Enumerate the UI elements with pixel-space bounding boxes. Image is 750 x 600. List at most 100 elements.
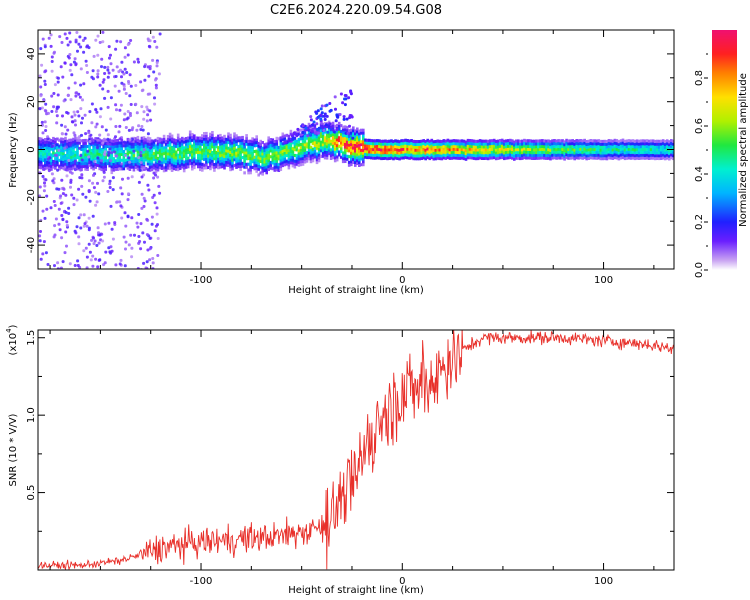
heatmap-cell — [515, 151, 518, 155]
heatmap-cell — [517, 153, 520, 157]
heatmap-cell — [519, 151, 522, 155]
heatmap-cell — [615, 156, 619, 160]
heatmap-cell — [223, 134, 226, 138]
heatmap-speckle — [90, 121, 94, 125]
heatmap-speckle — [326, 130, 330, 134]
heatmap-cell — [96, 158, 99, 162]
heatmap-cell — [452, 142, 456, 146]
heatmap-cell — [633, 151, 637, 155]
heatmap-speckle — [117, 167, 121, 171]
heatmap-cell — [62, 155, 65, 159]
heatmap-speckle — [342, 117, 346, 121]
heatmap-cell — [142, 139, 146, 143]
heatmap-cell — [203, 166, 206, 170]
heatmap-speckle — [88, 250, 92, 254]
heatmap-cell — [547, 156, 550, 160]
heatmap-cell — [412, 139, 415, 143]
heatmap-cell — [430, 156, 434, 160]
heatmap-cell — [553, 141, 556, 145]
heatmap-cell — [241, 156, 244, 160]
heatmap-cell — [162, 146, 166, 150]
heatmap-cell — [319, 132, 323, 136]
heatmap-cell — [122, 158, 126, 162]
heatmap-speckle — [328, 122, 332, 126]
heatmap-cell — [245, 154, 248, 158]
heatmap-cell — [500, 138, 504, 142]
heatmap-cell — [426, 153, 429, 157]
heatmap-cell — [142, 156, 146, 160]
heatmap-cell — [545, 153, 548, 157]
heatmap-cell — [442, 150, 446, 154]
heatmap-speckle — [316, 115, 320, 119]
heatmap-cell — [641, 147, 645, 151]
heatmap-cell — [209, 138, 212, 142]
heatmap-cell — [551, 156, 554, 160]
heatmap-cell — [488, 147, 492, 151]
heatmap-cell — [275, 151, 279, 155]
heatmap-speckle — [96, 138, 100, 142]
heatmap-cell — [237, 153, 240, 157]
heatmap-cell — [360, 154, 363, 158]
heatmap-cell — [168, 144, 172, 148]
heatmap-speckle — [327, 124, 331, 128]
heatmap-cell — [305, 159, 309, 163]
heatmap-speckle — [76, 264, 80, 267]
heatmap-cell — [251, 157, 254, 161]
heatmap-cell — [110, 142, 114, 146]
heatmap-cell — [271, 147, 275, 151]
heatmap-speckle — [63, 125, 67, 129]
heatmap-cell — [637, 154, 641, 158]
heatmap-cell — [486, 148, 490, 152]
heatmap-speckle — [46, 157, 50, 161]
heatmap-cell — [519, 145, 522, 149]
heatmap-cell — [416, 140, 419, 144]
heatmap-cell — [583, 141, 586, 145]
heatmap-speckle — [142, 148, 146, 152]
heatmap-cell — [90, 151, 93, 155]
heatmap-cell — [225, 160, 228, 164]
heatmap-cell — [197, 162, 200, 166]
heatmap-cell — [668, 151, 671, 155]
heatmap-cell — [174, 139, 178, 143]
heatmap-cell — [496, 148, 500, 152]
heatmap-cell — [164, 148, 168, 152]
heatmap-cell — [168, 147, 172, 151]
heatmap-cell — [108, 141, 111, 145]
heatmap-speckle — [59, 266, 63, 269]
heatmap-cell — [668, 154, 671, 158]
heatmap-cell — [418, 148, 421, 152]
heatmap-speckle — [351, 136, 355, 140]
heatmap-cell — [454, 150, 458, 154]
heatmap-cell — [553, 156, 556, 160]
heatmap-cell — [164, 154, 168, 158]
heatmap-cell — [259, 159, 262, 163]
heatmap-cell — [525, 147, 528, 151]
heatmap-speckle — [106, 137, 110, 141]
heatmap-cell — [102, 162, 105, 166]
heatmap-speckle — [122, 87, 126, 91]
heatmap-cell — [321, 143, 325, 147]
heatmap-speckle — [113, 221, 117, 225]
heatmap-cell — [651, 145, 655, 149]
heatmap-cell — [144, 144, 148, 148]
heatmap-speckle — [109, 117, 113, 121]
heatmap-cell — [166, 135, 170, 139]
heatmap-cell — [525, 156, 528, 160]
heatmap-cell — [164, 165, 168, 169]
heatmap-cell — [470, 139, 474, 143]
heatmap-cell — [251, 140, 254, 144]
heatmap-cell — [362, 154, 365, 158]
heatmap-cell — [42, 164, 45, 168]
heatmap-cell — [410, 144, 413, 148]
heatmap-cell — [378, 150, 381, 154]
heatmap-cell — [120, 152, 124, 156]
heatmap-cell — [180, 136, 184, 140]
heatmap-cell — [251, 160, 254, 164]
heatmap-cell — [209, 132, 212, 136]
heatmap-cell — [211, 151, 214, 155]
heatmap-cell — [98, 164, 101, 168]
heatmap-cell — [637, 156, 641, 160]
heatmap-cell — [245, 139, 248, 143]
heatmap-cell — [40, 160, 43, 164]
heatmap-cell — [188, 130, 192, 134]
